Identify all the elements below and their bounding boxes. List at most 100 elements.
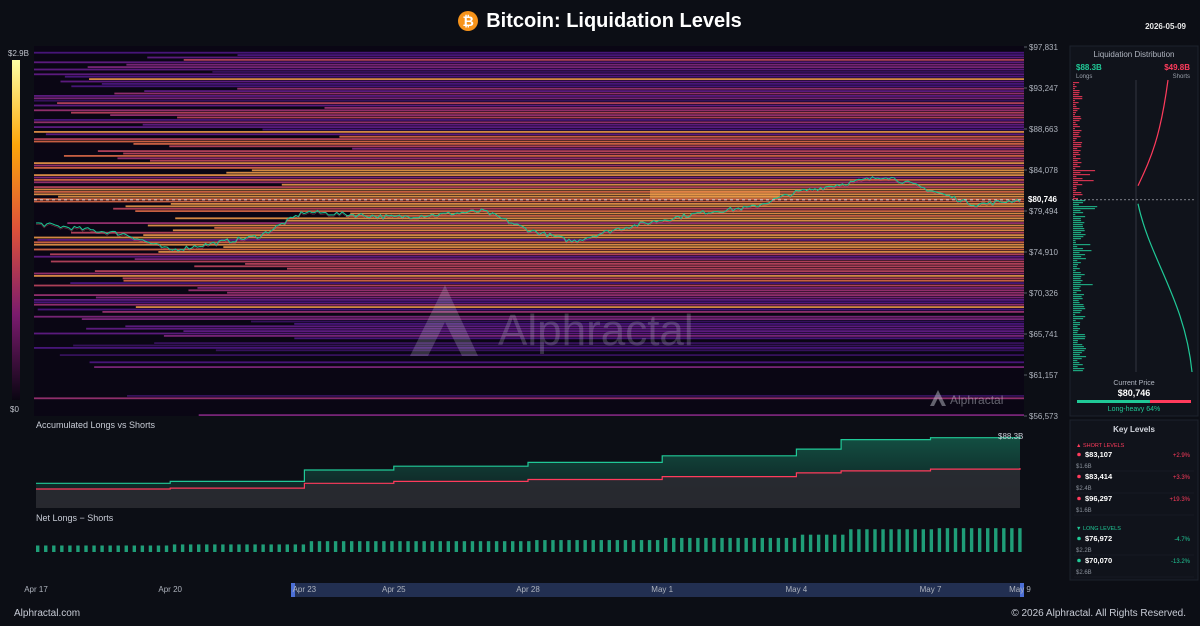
heatmap-band xyxy=(34,179,1024,181)
distribution-bar xyxy=(1073,290,1082,292)
distribution-bar xyxy=(1073,202,1084,204)
distribution-bar xyxy=(1073,244,1091,246)
heatmap-band xyxy=(63,155,1024,157)
distribution-bar xyxy=(1073,326,1078,328)
distribution-bar xyxy=(1073,94,1079,96)
price-axis: $97,831 $93,247 $88,663 $84,078 $79,494 $74,9… xyxy=(1024,43,1058,421)
distribution-bar xyxy=(1073,328,1080,330)
net-bar xyxy=(768,537,773,552)
distribution-bar xyxy=(1073,342,1078,344)
heatmap-band xyxy=(163,335,1024,337)
distribution-bar xyxy=(1073,142,1083,144)
distribution-bar xyxy=(1073,128,1075,130)
distribution-bar xyxy=(1073,204,1079,206)
net-bar xyxy=(824,534,829,552)
net-bar xyxy=(663,537,668,552)
distribution-bar xyxy=(1073,248,1083,250)
net-bar xyxy=(462,541,467,552)
heatmap-band xyxy=(81,318,1024,320)
level-price: $83,107 xyxy=(1085,450,1112,459)
distribution-bar xyxy=(1073,356,1087,358)
heatmap-band xyxy=(34,51,1024,54)
colorbar-min-label: $0 xyxy=(10,405,19,414)
heatmap-band xyxy=(34,301,1024,304)
distribution-bar xyxy=(1073,208,1095,210)
net-bar xyxy=(454,541,459,552)
distribution-bar xyxy=(1073,106,1077,108)
heatmap-band xyxy=(197,287,1024,289)
key-levels-title: Key Levels xyxy=(1113,425,1155,434)
net-bar xyxy=(816,534,821,552)
heatmap-band xyxy=(34,200,1024,203)
distribution-bar xyxy=(1073,238,1081,240)
distribution-bar xyxy=(1073,192,1082,194)
distribution-bar xyxy=(1073,370,1083,372)
heatmap-band xyxy=(324,107,1024,109)
distribution-bar xyxy=(1073,152,1079,154)
current-price-axis-label: $80,746 xyxy=(1028,195,1057,204)
distribution-bar xyxy=(1073,272,1081,274)
distribution-bar xyxy=(1073,294,1085,296)
heatmap-band xyxy=(34,243,1024,246)
net-bar xyxy=(623,540,628,552)
distribution-bar xyxy=(1073,270,1076,272)
level-price: $96,297 xyxy=(1085,494,1112,503)
net-bar xyxy=(414,541,418,552)
heatmap-band xyxy=(70,282,1024,284)
heatmap-band xyxy=(73,344,1024,347)
shorts-total: $49.8B xyxy=(1164,63,1190,72)
distribution-bar xyxy=(1073,252,1080,254)
heatmap-band xyxy=(87,66,1024,68)
distribution-bar xyxy=(1073,268,1080,270)
net-bar xyxy=(647,540,652,552)
net-bar xyxy=(382,541,386,552)
heatmap-hot-zone xyxy=(650,190,780,199)
net-bar xyxy=(607,540,612,552)
time-range-selector[interactable] xyxy=(293,583,1023,597)
distribution-bar xyxy=(1073,298,1083,300)
distribution-bar xyxy=(1073,188,1077,190)
distribution-bar xyxy=(1073,282,1081,284)
heatmap-band xyxy=(294,337,1024,340)
distribution-bar xyxy=(1073,140,1076,142)
net-bar xyxy=(44,545,48,552)
heatmap-band xyxy=(34,255,1024,258)
distribution-bar xyxy=(1073,138,1077,140)
heatmap-band xyxy=(37,239,1024,241)
heatmap-band xyxy=(34,167,1024,169)
range-handle-right[interactable] xyxy=(1020,583,1024,597)
distribution-bar xyxy=(1073,318,1084,320)
heatmap-band xyxy=(177,116,1024,119)
x-tick-label: Apr 20 xyxy=(158,585,182,594)
distribution-bar xyxy=(1073,82,1080,84)
heatmap-band xyxy=(34,61,1024,64)
heatmap-band xyxy=(251,169,1024,172)
heatmap-band xyxy=(34,272,1024,275)
y-tick-label: $65,741 xyxy=(1029,330,1058,339)
net-bar xyxy=(672,537,676,552)
distribution-bar xyxy=(1073,240,1076,242)
net-bar xyxy=(92,545,96,552)
level-dot-icon xyxy=(1077,536,1081,541)
y-tick-label: $93,247 xyxy=(1029,84,1058,93)
heatmap-band xyxy=(34,193,1024,196)
heatmap-band xyxy=(350,212,1024,215)
heatmap-band xyxy=(135,210,1024,212)
net-bar xyxy=(374,541,378,552)
range-handle-left[interactable] xyxy=(291,583,295,597)
net-bar xyxy=(36,545,40,552)
footer-site-link[interactable]: Alphractal.com xyxy=(14,608,81,619)
net-bar xyxy=(358,541,362,552)
distribution-bar xyxy=(1073,346,1084,348)
heatmap-band xyxy=(143,234,1024,236)
distribution-bar xyxy=(1073,212,1084,214)
heatmap-band xyxy=(34,181,1024,184)
heatmap-band xyxy=(34,109,1024,112)
price-series xyxy=(35,175,1021,253)
heatmap-band xyxy=(86,327,1024,330)
distribution-bar xyxy=(1073,236,1084,238)
y-tick-label: $56,573 xyxy=(1029,412,1058,421)
distribution-bar xyxy=(1073,118,1082,120)
net-bar xyxy=(237,544,241,552)
